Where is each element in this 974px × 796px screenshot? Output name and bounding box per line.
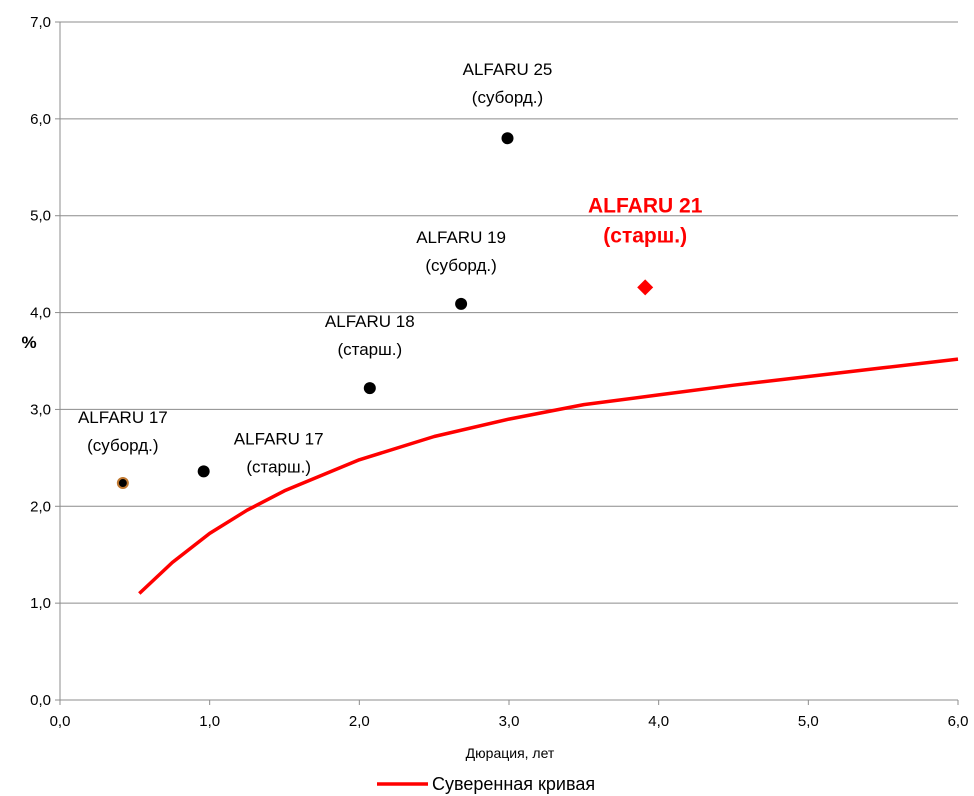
point-label: ALFARU 19 [416,228,506,247]
y-tick-label: 6,0 [30,111,51,128]
y-tick-label: 4,0 [30,305,51,322]
legend-label: Суверенная кривая [432,774,595,794]
legend: Суверенная кривая [377,774,595,794]
x-tick-label: 0,0 [50,713,71,730]
x-axis-title: Дюрация, лет [466,745,555,761]
point-label: (суборд.) [87,436,158,455]
x-tick-label: 4,0 [648,713,669,730]
point-marker [455,297,468,310]
y-axis-title: % [21,333,36,352]
x-tick-label: 6,0 [948,713,969,730]
point-label: (старш.) [337,340,402,359]
axes [55,21,959,705]
point-marker [363,382,376,395]
curve-line [138,357,959,595]
point-label: (старш.) [603,224,687,247]
point-labels: ALFARU 17 (суборд.) ALFARU 17 (старш.) ALFAR… [78,60,703,476]
point-label: (старш.) [246,457,311,476]
point-label: ALFARU 17 [78,408,168,427]
point-label: ALFARU 21 [588,194,703,217]
x-tick-label: 1,0 [199,713,220,730]
x-tick-label: 5,0 [798,713,819,730]
point-label: ALFARU 25 [463,60,553,79]
y-tick-label: 2,0 [30,498,51,515]
tick-labels: 0,0 1,0 2,0 3,0 4,0 5,0 6,0 7,0 0,0 1,0 2,0 3,0 4,0 5… [30,14,968,730]
x-tick-label: 2,0 [349,713,370,730]
y-tick-label: 0,0 [30,692,51,709]
y-tick-label: 1,0 [30,595,51,612]
point-label: (суборд.) [425,256,496,275]
gridlines [60,21,958,604]
point-marker [501,132,514,145]
sovereign-curve-series [138,357,959,595]
x-tick-label: 3,0 [499,713,520,730]
point-label: (суборд.) [472,88,543,107]
point-label: ALFARU 17 [234,429,324,448]
data-points [116,132,654,490]
y-tick-label: 7,0 [30,14,51,31]
point-marker [116,477,129,490]
point-label: ALFARU 18 [325,312,415,331]
point-marker-diamond [637,279,654,296]
y-tick-label: 3,0 [30,401,51,418]
point-marker [197,465,210,478]
y-tick-label: 5,0 [30,208,51,225]
